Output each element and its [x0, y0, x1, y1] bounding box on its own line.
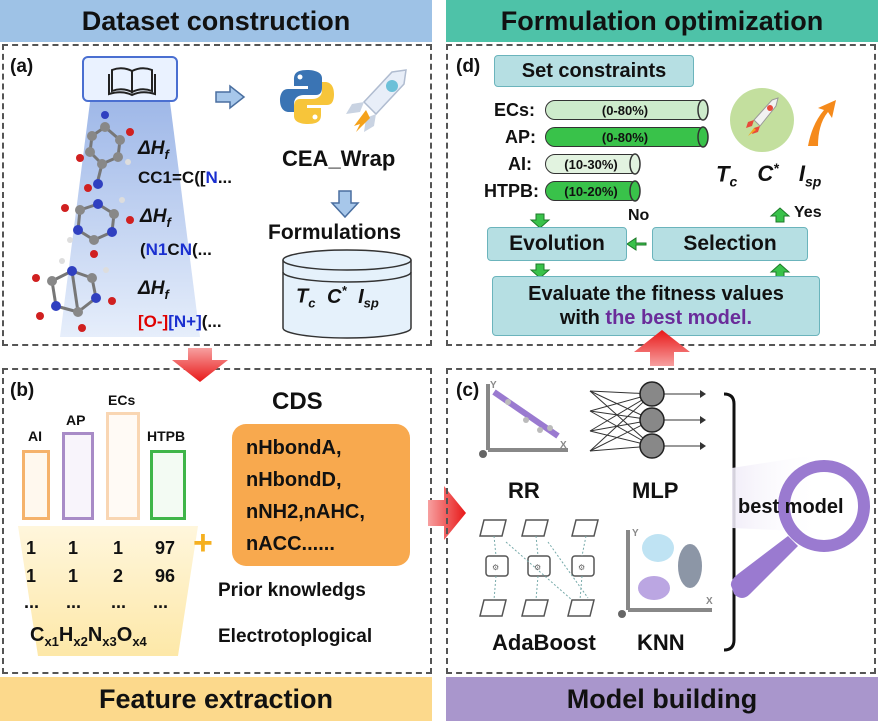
bar-label-htpb: HTPB — [147, 428, 186, 444]
selection-box: Selection — [652, 227, 808, 261]
svg-text:Y: Y — [632, 528, 639, 539]
constraint-bar-htpb: (10-20%) — [545, 181, 637, 201]
svg-text:⚙: ⚙ — [578, 563, 585, 572]
constraint-bar-ai: (10-30%) — [545, 154, 637, 174]
cell-r1-c2: 2 — [113, 566, 124, 586]
panel-d-label: (d) — [456, 56, 481, 77]
prior-knowledge-label: Prior knowledgs — [218, 580, 366, 601]
constraint-label-ai: AI: — [508, 154, 532, 174]
banner-formulation-optimization: Formulation optimization — [446, 0, 878, 42]
constraint-label-htpb: HTPB: — [484, 181, 539, 201]
molecule-1-image — [76, 111, 134, 192]
svg-text:Y: Y — [490, 380, 497, 391]
banner-dataset-construction: Dataset construction — [0, 0, 432, 42]
rr-plot-icon: Y X — [479, 380, 568, 458]
rocket-target-icon — [730, 88, 836, 152]
descriptor-4: nACC...... — [246, 533, 335, 555]
molecule-3-image — [32, 258, 116, 332]
panel-c — [446, 368, 876, 674]
adaboost-icon: ⚙ ⚙ ⚙ — [479, 519, 599, 617]
database-properties: Tc C* Isp — [296, 283, 379, 311]
electrotopological-label: Electrotoplogical — [218, 626, 373, 647]
cell-r2-c0: ... — [24, 592, 40, 612]
arrow-right-icon — [215, 84, 246, 110]
target-properties: Tc C* Isp — [716, 160, 822, 190]
best-model-label: best model — [738, 496, 844, 518]
delta-hf-3: ΔHf — [138, 278, 169, 302]
descriptor-3: nNH2,nAHC, — [246, 501, 365, 523]
delta-hf-2: ΔHf — [140, 206, 171, 230]
formulations-label: Formulations — [268, 221, 402, 244]
arrow-down-icon — [330, 190, 360, 219]
svg-text:X: X — [560, 440, 567, 451]
knn-plot-icon: Y X — [618, 528, 713, 618]
evaluate-line1: Evaluate the fitness values — [528, 283, 784, 305]
arrow-up-red-icon — [634, 330, 690, 366]
mlp-label: MLP — [632, 478, 679, 503]
arrow-down-red-icon — [172, 348, 228, 382]
smiles-1: CC1=C([N... — [138, 168, 232, 187]
book-icon — [82, 56, 178, 102]
panel-b-label: (b) — [10, 380, 35, 401]
bar-htpb — [150, 450, 186, 520]
database-icon — [282, 249, 412, 339]
delta-hf-1: ΔHf — [138, 138, 169, 162]
panel-a-label: (a) — [10, 56, 34, 77]
evaluate-fitness-box: Evaluate the fitness values with the bes… — [492, 276, 820, 336]
svg-text:X: X — [706, 596, 713, 607]
cell-r0-c1: 1 — [68, 538, 79, 558]
cell-r2-c1: ... — [66, 592, 82, 612]
bar-label-ap: AP — [66, 412, 86, 428]
constraint-bar-ap: (0-80%) — [545, 127, 705, 147]
set-constraints-box: Set constraints — [494, 55, 694, 87]
evolution-box: Evolution — [487, 227, 627, 261]
constraint-bar-ecs: (0-80%) — [545, 100, 705, 120]
bar-caps-short — [629, 153, 641, 202]
cds-label: CDS — [272, 388, 323, 415]
cell-r2-c2: ... — [111, 592, 127, 612]
python-logo-icon — [280, 70, 334, 124]
svg-text:⚙: ⚙ — [492, 563, 499, 572]
molecule-2-image — [61, 197, 134, 258]
descriptor-2: nHbondD, — [246, 469, 342, 491]
cell-r2-c3: ... — [153, 592, 169, 612]
adaboost-label: AdaBoost — [492, 630, 596, 655]
rocket-logo-icon — [346, 69, 407, 132]
constraint-label-ecs: ECs: — [494, 100, 536, 120]
cell-r0-c0: 1 — [26, 538, 37, 558]
magnifier-icon — [730, 454, 870, 598]
formula-fan — [18, 526, 198, 656]
descriptor-1: nHbondA, — [246, 437, 342, 459]
rr-label: RR — [508, 478, 540, 503]
descriptor-box: nHbondA, nHbondD, nNH2,nAHC, nACC...... — [232, 424, 410, 566]
cell-r1-c0: 1 — [26, 566, 37, 586]
plus-sign: + — [193, 524, 213, 562]
evaluate-line2: with the best model. — [559, 307, 753, 329]
banner-feature-extraction: Feature extraction — [0, 677, 432, 721]
molecular-formula: Cx1Hx2Nx3Ox4 — [30, 624, 147, 649]
smiles-3: [O-][N+](... — [138, 312, 222, 331]
smiles-2: (N1CN(... — [140, 240, 212, 259]
bar-caps-long — [697, 99, 709, 148]
bar-ap — [62, 432, 94, 520]
banner-model-building: Model building — [446, 677, 878, 721]
cell-r0-c2: 1 — [113, 538, 124, 558]
mlp-network-icon — [589, 381, 706, 459]
cell-r1-c3: 96 — [155, 566, 176, 586]
panel-a — [2, 44, 432, 346]
panel-c-label: (c) — [456, 380, 480, 401]
bar-label-ai: AI — [28, 428, 42, 444]
svg-text:⚙: ⚙ — [534, 563, 541, 572]
no-label: No — [628, 207, 650, 224]
constraint-label-ap: AP: — [505, 127, 536, 147]
cea-wrap-label: CEA_Wrap — [282, 146, 396, 171]
bar-ecs — [106, 412, 140, 520]
bar-ai — [22, 450, 50, 520]
cell-r0-c3: 97 — [155, 538, 176, 558]
cell-r1-c1: 1 — [68, 566, 79, 586]
knn-label: KNN — [637, 630, 685, 655]
bar-label-ecs: ECs — [108, 392, 136, 408]
yes-label: Yes — [794, 204, 822, 221]
